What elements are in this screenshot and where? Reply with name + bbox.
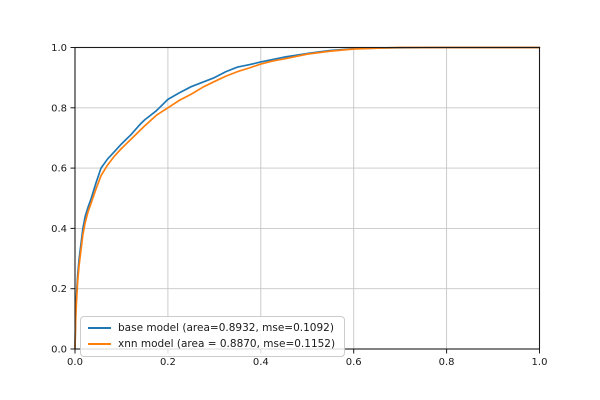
y-tick-label: 0.2 xyxy=(51,284,67,295)
gridlines xyxy=(74,47,540,350)
roc-curve-base-model xyxy=(74,46,541,350)
tick-labels: 0.0 0.2 0.4 0.6 0.8 1.0 0.0 0.2 0.4 0.6 0.8 1.0 xyxy=(51,43,547,368)
axes-box xyxy=(74,46,541,350)
legend-line-swatch-base-model xyxy=(88,327,111,329)
axis-ticks xyxy=(70,47,540,354)
x-tick-label: 1.0 xyxy=(532,357,548,368)
y-tick-label: 1.0 xyxy=(51,43,67,54)
legend-line-swatch-xnn-model xyxy=(88,343,111,345)
x-tick-label: 0.6 xyxy=(346,357,362,368)
legend-label-xnn-model: xnn model (area = 0.8870, mse=0.1152) xyxy=(118,338,336,350)
y-tick-label: 0.0 xyxy=(51,345,67,356)
roc-curve-xnn-model xyxy=(74,46,541,350)
x-tick-label: 0.4 xyxy=(253,357,269,368)
x-tick-label: 0.0 xyxy=(67,357,83,368)
legend-entry-base-model: base model (area=0.8932, mse=0.1092) xyxy=(88,321,335,335)
x-tick-label: 0.2 xyxy=(160,357,176,368)
y-tick-label: 0.8 xyxy=(51,103,67,114)
y-tick-label: 0.4 xyxy=(51,224,67,235)
legend: base model (area=0.8932, mse=0.1092) xnn… xyxy=(80,316,346,357)
roc-curves xyxy=(74,46,541,350)
y-tick-label: 0.6 xyxy=(51,164,67,175)
axes-spines xyxy=(74,46,541,350)
legend-label-base-model: base model (area=0.8932, mse=0.1092) xyxy=(118,322,334,334)
x-tick-label: 0.8 xyxy=(439,357,455,368)
legend-entry-xnn-model: xnn model (area = 0.8870, mse=0.1152) xyxy=(88,337,335,351)
